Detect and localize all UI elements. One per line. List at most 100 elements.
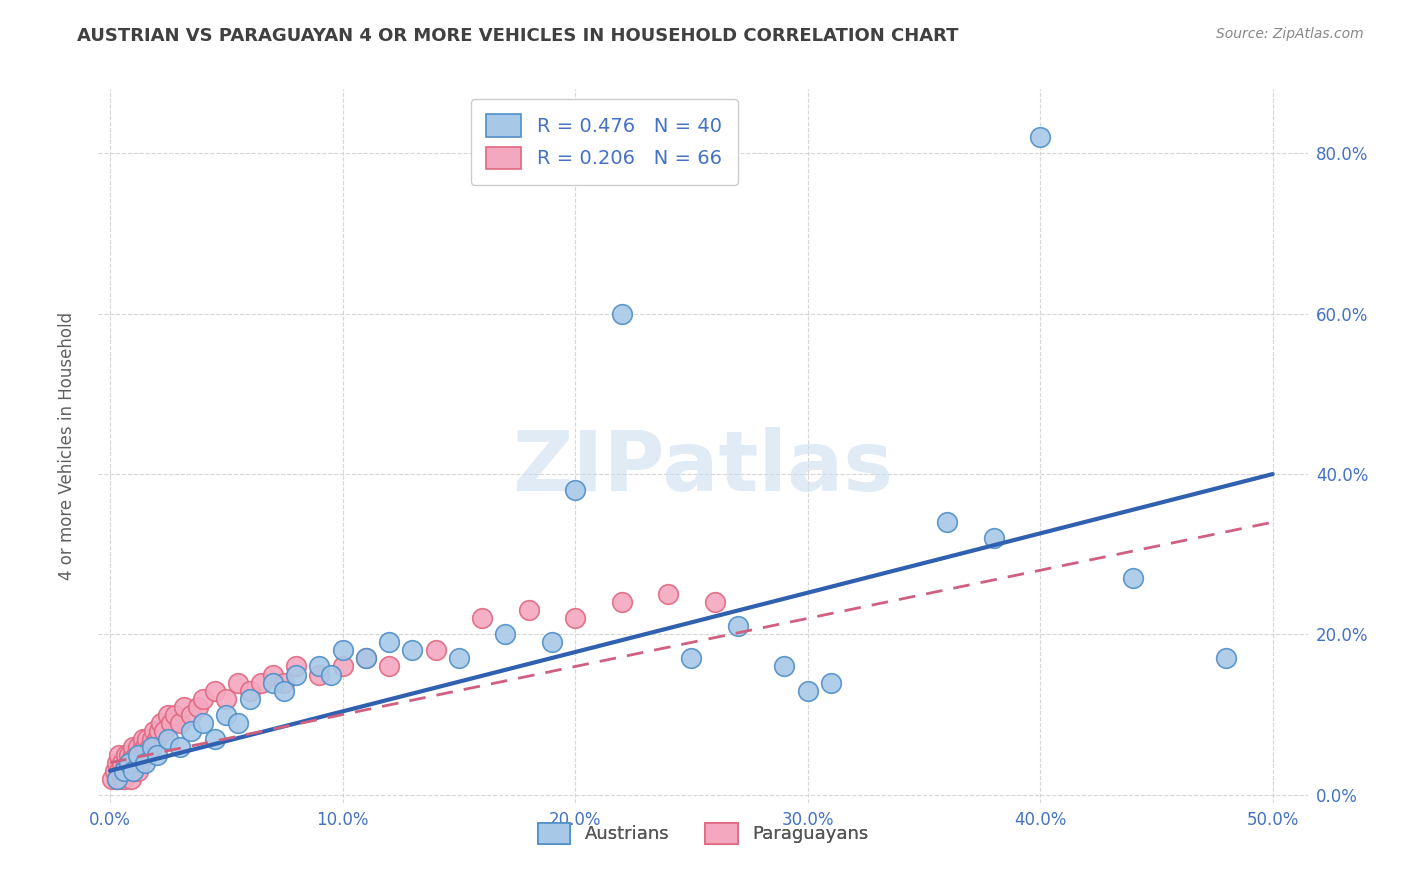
Point xyxy=(127,739,149,754)
Point xyxy=(111,772,134,786)
Point xyxy=(101,772,124,786)
Point xyxy=(494,627,516,641)
Point xyxy=(378,659,401,673)
Point xyxy=(564,611,586,625)
Point xyxy=(471,611,494,625)
Point xyxy=(131,731,153,746)
Point xyxy=(226,675,249,690)
Point xyxy=(1215,651,1237,665)
Point xyxy=(120,772,142,786)
Point xyxy=(273,683,295,698)
Point xyxy=(332,643,354,657)
Point xyxy=(118,764,141,778)
Point xyxy=(111,756,134,770)
Point xyxy=(657,587,679,601)
Point xyxy=(131,739,153,754)
Point xyxy=(118,756,141,770)
Point xyxy=(157,731,180,746)
Point xyxy=(262,675,284,690)
Point xyxy=(152,723,174,738)
Point xyxy=(239,683,262,698)
Point xyxy=(145,747,167,762)
Point xyxy=(262,667,284,681)
Point xyxy=(112,764,135,778)
Point xyxy=(118,756,141,770)
Point xyxy=(187,699,209,714)
Point xyxy=(1122,571,1144,585)
Legend: Austrians, Paraguayans: Austrians, Paraguayans xyxy=(530,815,876,851)
Point xyxy=(936,515,959,529)
Point xyxy=(727,619,749,633)
Point xyxy=(285,667,308,681)
Point xyxy=(308,667,330,681)
Point xyxy=(108,747,131,762)
Point xyxy=(141,731,163,746)
Point xyxy=(517,603,540,617)
Point xyxy=(127,764,149,778)
Point xyxy=(273,675,295,690)
Point xyxy=(129,756,152,770)
Point xyxy=(250,675,273,690)
Point xyxy=(354,651,377,665)
Point xyxy=(180,723,202,738)
Point xyxy=(124,756,146,770)
Point xyxy=(120,756,142,770)
Point xyxy=(159,715,181,730)
Point xyxy=(983,531,1005,545)
Point xyxy=(134,756,156,770)
Point xyxy=(354,651,377,665)
Point xyxy=(180,707,202,722)
Point xyxy=(204,731,226,746)
Point xyxy=(134,739,156,754)
Point xyxy=(122,747,145,762)
Point xyxy=(105,756,128,770)
Point xyxy=(378,635,401,649)
Point xyxy=(105,772,128,786)
Point xyxy=(681,651,703,665)
Point xyxy=(134,747,156,762)
Point xyxy=(191,691,214,706)
Point xyxy=(136,731,159,746)
Point xyxy=(165,707,187,722)
Point xyxy=(115,747,138,762)
Point xyxy=(122,764,145,778)
Point xyxy=(308,659,330,673)
Point xyxy=(148,723,170,738)
Point xyxy=(111,764,134,778)
Point xyxy=(143,723,166,738)
Point xyxy=(425,643,447,657)
Point xyxy=(122,739,145,754)
Point xyxy=(1029,130,1052,145)
Point xyxy=(239,691,262,706)
Point xyxy=(127,747,149,762)
Point xyxy=(319,667,342,681)
Point xyxy=(703,595,725,609)
Point xyxy=(401,643,423,657)
Point xyxy=(796,683,818,698)
Point xyxy=(610,595,633,609)
Point xyxy=(150,715,173,730)
Point xyxy=(157,707,180,722)
Point xyxy=(112,772,135,786)
Point xyxy=(169,739,191,754)
Point xyxy=(610,307,633,321)
Point xyxy=(124,747,146,762)
Point xyxy=(540,635,562,649)
Point xyxy=(191,715,214,730)
Point xyxy=(564,483,586,497)
Point xyxy=(215,707,238,722)
Point xyxy=(173,699,195,714)
Text: ZIPatlas: ZIPatlas xyxy=(513,427,893,508)
Point xyxy=(215,691,238,706)
Point xyxy=(141,739,163,754)
Point xyxy=(169,715,191,730)
Point xyxy=(226,715,249,730)
Point xyxy=(138,739,160,754)
Point xyxy=(332,659,354,673)
Point xyxy=(447,651,470,665)
Point xyxy=(112,764,135,778)
Point xyxy=(108,764,131,778)
Point xyxy=(285,659,308,673)
Point xyxy=(129,747,152,762)
Text: AUSTRIAN VS PARAGUAYAN 4 OR MORE VEHICLES IN HOUSEHOLD CORRELATION CHART: AUSTRIAN VS PARAGUAYAN 4 OR MORE VEHICLE… xyxy=(77,27,959,45)
